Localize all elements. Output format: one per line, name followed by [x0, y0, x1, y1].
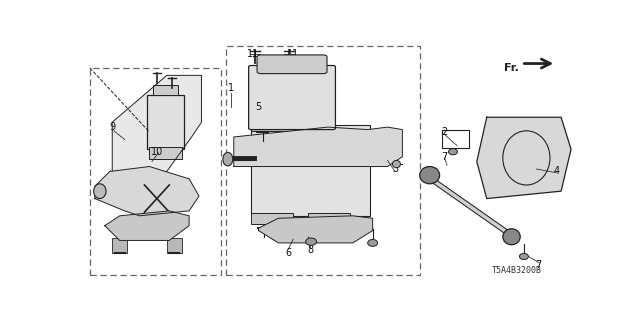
- Text: 8: 8: [308, 245, 314, 255]
- Text: 5: 5: [255, 102, 262, 112]
- Text: 7: 7: [442, 152, 448, 162]
- Bar: [308, 213, 350, 224]
- Bar: [112, 238, 127, 253]
- Bar: [167, 238, 182, 253]
- Text: 4: 4: [553, 166, 559, 176]
- Polygon shape: [259, 216, 372, 243]
- FancyBboxPatch shape: [257, 55, 327, 74]
- Text: T5A4B3200B: T5A4B3200B: [492, 266, 541, 275]
- Text: 3: 3: [392, 164, 398, 174]
- Text: 10: 10: [151, 147, 163, 157]
- Bar: [253, 118, 332, 122]
- Polygon shape: [477, 117, 571, 198]
- Bar: [442, 130, 469, 148]
- Ellipse shape: [449, 149, 458, 155]
- FancyBboxPatch shape: [248, 66, 335, 130]
- Bar: [251, 120, 293, 131]
- Text: 6: 6: [285, 248, 291, 258]
- Bar: [251, 124, 370, 216]
- Ellipse shape: [503, 229, 520, 245]
- Bar: [227, 46, 420, 275]
- Ellipse shape: [520, 253, 529, 260]
- Bar: [150, 147, 182, 159]
- Text: 11: 11: [287, 49, 300, 60]
- Polygon shape: [105, 211, 189, 240]
- Bar: [154, 85, 178, 95]
- Bar: [90, 68, 221, 275]
- Text: 9: 9: [109, 122, 115, 132]
- Text: Fr.: Fr.: [504, 63, 519, 73]
- Bar: [147, 95, 184, 149]
- Polygon shape: [95, 166, 199, 216]
- Bar: [251, 213, 293, 224]
- Ellipse shape: [367, 239, 378, 246]
- Polygon shape: [112, 75, 202, 172]
- Ellipse shape: [223, 152, 233, 166]
- Bar: [253, 124, 332, 127]
- Ellipse shape: [306, 238, 317, 245]
- Polygon shape: [234, 127, 403, 166]
- Text: 1: 1: [228, 83, 234, 93]
- Text: 7: 7: [536, 260, 542, 270]
- Bar: [253, 114, 332, 117]
- Ellipse shape: [420, 166, 440, 184]
- Text: 2: 2: [442, 127, 448, 137]
- Ellipse shape: [93, 184, 106, 198]
- Text: 11: 11: [246, 49, 259, 60]
- Ellipse shape: [392, 160, 401, 168]
